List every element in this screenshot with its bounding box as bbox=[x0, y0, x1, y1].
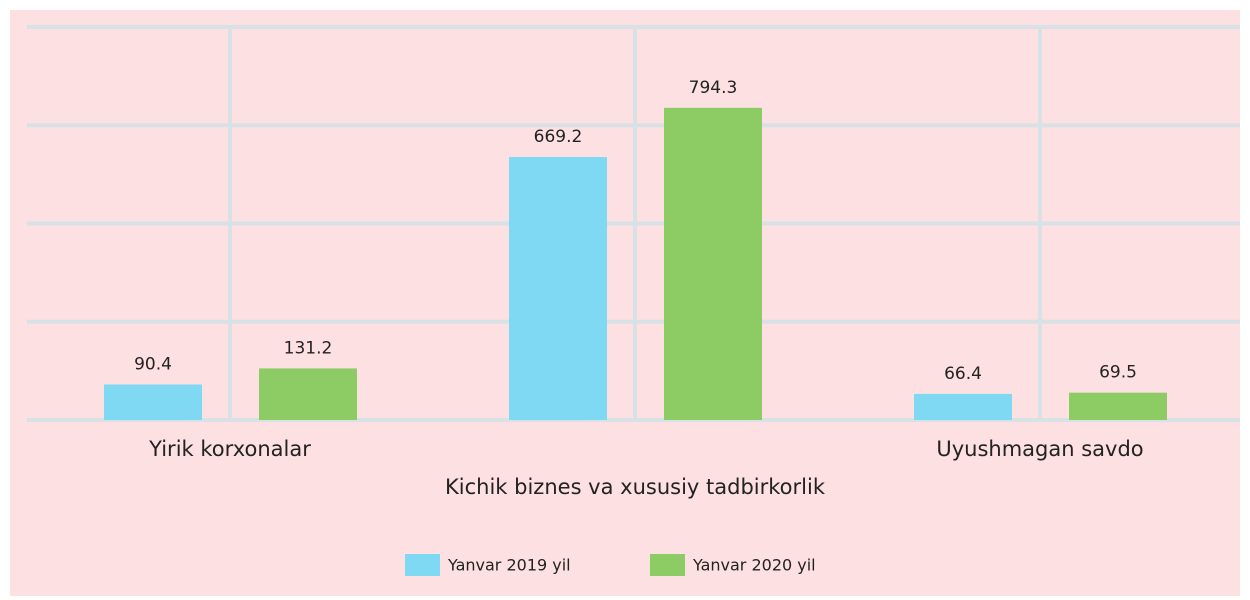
bar bbox=[259, 368, 357, 420]
value-label: 794.3 bbox=[689, 78, 738, 98]
value-label: 66.4 bbox=[944, 364, 982, 384]
bar bbox=[104, 384, 202, 420]
value-label: 90.4 bbox=[134, 354, 172, 374]
bar bbox=[664, 107, 762, 421]
x-tick-label: Kichik biznes va xususiy tadbirkorlik bbox=[445, 475, 826, 499]
legend-label: Yanvar 2020 yil bbox=[692, 556, 816, 575]
legend-swatch bbox=[405, 554, 440, 576]
bar bbox=[509, 157, 607, 420]
x-tick-label: Yirik korxonalar bbox=[148, 437, 311, 461]
value-label: 69.5 bbox=[1099, 363, 1137, 383]
legend-label: Yanvar 2019 yil bbox=[447, 556, 571, 575]
value-label: 131.2 bbox=[284, 338, 333, 358]
bar bbox=[914, 393, 1012, 420]
x-tick-label: Uyushmagan savdo bbox=[936, 437, 1143, 461]
value-label: 669.2 bbox=[534, 127, 583, 147]
legend-swatch bbox=[650, 554, 685, 576]
bar bbox=[1069, 392, 1167, 420]
chart-background bbox=[10, 10, 1240, 596]
